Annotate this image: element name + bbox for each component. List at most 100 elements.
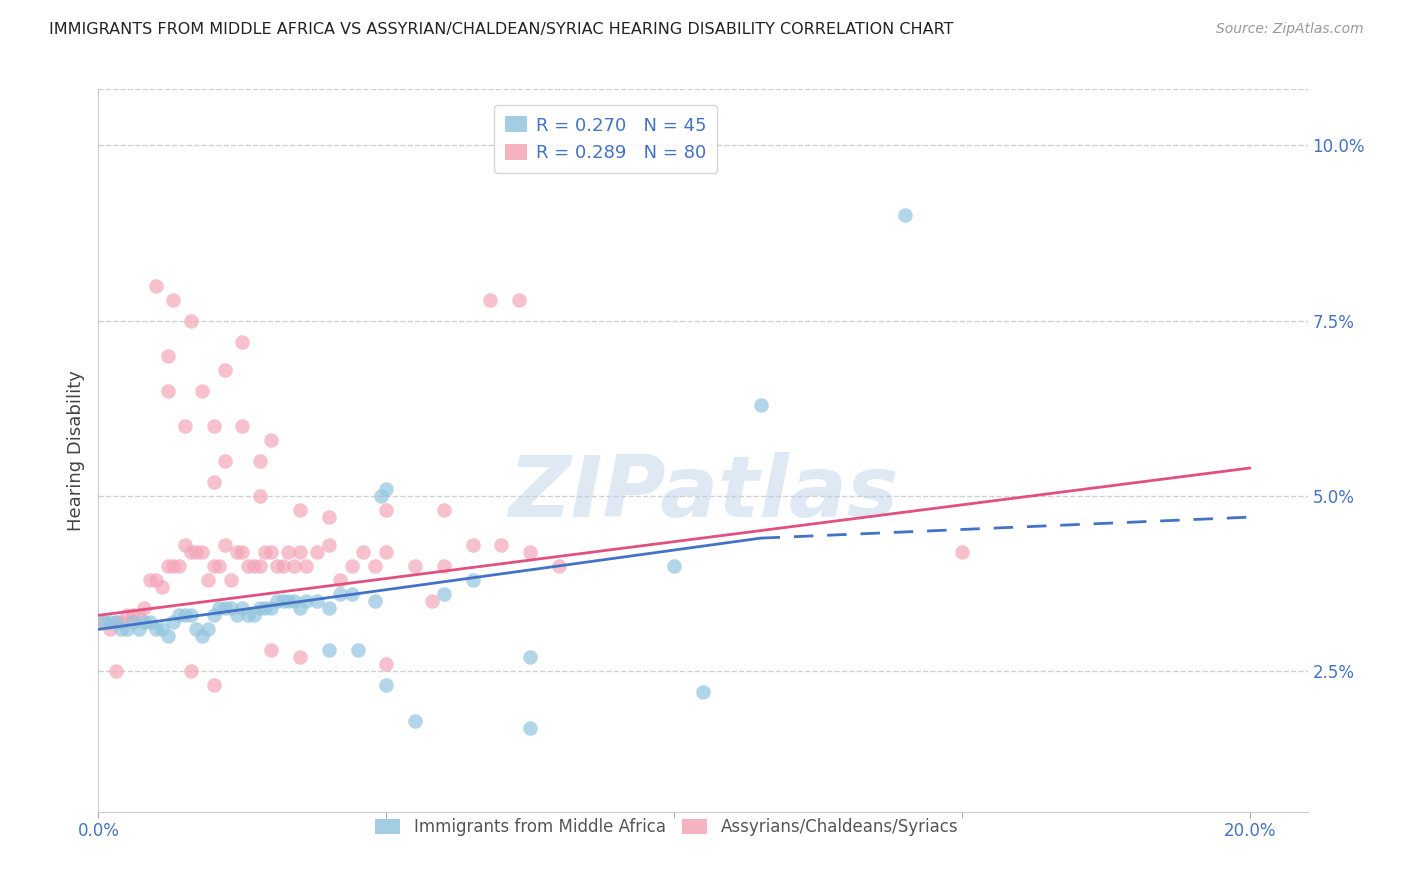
Point (214, 363, 236, 377)
Point (191, 545, 214, 559)
Legend: Immigrants from Middle Africa, Assyrians/Chaldeans/Syriacs: Immigrants from Middle Africa, Assyrians… (368, 812, 965, 843)
Point (307, 545, 329, 559)
Point (110, 623, 132, 637)
Point (277, 545, 299, 559)
Point (260, 433, 283, 447)
Point (249, 601, 271, 615)
Point (375, 482, 398, 496)
Point (145, 623, 167, 637)
Point (110, 615, 132, 630)
Point (98, 615, 121, 630)
Point (173, 608, 195, 623)
Point (288, 503, 311, 517)
Point (134, 615, 156, 630)
Point (433, 559, 456, 574)
Point (115, 608, 138, 623)
Point (202, 608, 225, 623)
Point (104, 615, 127, 630)
Point (352, 545, 374, 559)
Point (340, 587, 363, 601)
Point (219, 573, 242, 587)
Point (173, 538, 195, 552)
Point (186, 545, 208, 559)
Point (93, 615, 115, 630)
Point (134, 601, 156, 615)
Point (375, 657, 398, 672)
Point (191, 384, 214, 398)
Point (277, 594, 299, 608)
Point (404, 559, 426, 574)
Point (950, 545, 973, 559)
Point (283, 559, 305, 574)
Point (145, 573, 167, 587)
Point (139, 615, 162, 630)
Point (288, 650, 311, 665)
Point (364, 594, 387, 608)
Point (162, 615, 184, 630)
Point (271, 594, 294, 608)
Point (508, 293, 530, 307)
Point (491, 538, 513, 552)
Point (128, 623, 150, 637)
Point (329, 573, 352, 587)
Point (180, 665, 202, 679)
Text: ZIPatlas: ZIPatlas (508, 452, 898, 535)
Point (93, 615, 115, 630)
Point (254, 545, 277, 559)
Point (231, 545, 253, 559)
Point (236, 608, 259, 623)
Point (156, 384, 179, 398)
Point (260, 643, 283, 657)
Point (340, 559, 363, 574)
Point (202, 678, 225, 692)
Point (104, 615, 127, 630)
Text: Source: ZipAtlas.com: Source: ZipAtlas.com (1216, 22, 1364, 37)
Point (271, 559, 294, 574)
Point (294, 559, 316, 574)
Point (249, 454, 271, 468)
Point (260, 601, 283, 615)
Point (167, 559, 190, 574)
Point (266, 559, 288, 574)
Point (180, 314, 202, 328)
Point (180, 545, 202, 559)
Point (478, 293, 501, 307)
Point (219, 601, 242, 615)
Point (519, 650, 541, 665)
Point (364, 559, 387, 574)
Point (122, 608, 145, 623)
Text: IMMIGRANTS FROM MIDDLE AFRICA VS ASSYRIAN/CHALDEAN/SYRIAC HEARING DISABILITY COR: IMMIGRANTS FROM MIDDLE AFRICA VS ASSYRIA… (49, 22, 953, 37)
Point (346, 643, 368, 657)
Point (225, 545, 247, 559)
Point (254, 601, 277, 615)
Point (461, 538, 484, 552)
Point (243, 608, 266, 623)
Point (404, 714, 426, 728)
Point (375, 678, 398, 692)
Point (231, 601, 253, 615)
Point (318, 643, 340, 657)
Point (318, 510, 340, 524)
Point (156, 629, 179, 643)
Point (180, 608, 202, 623)
Point (173, 418, 195, 433)
Point (519, 545, 541, 559)
Point (288, 601, 311, 615)
Point (461, 573, 484, 587)
Point (162, 559, 184, 574)
Point (214, 601, 236, 615)
Point (197, 623, 219, 637)
Point (329, 587, 352, 601)
Point (167, 608, 190, 623)
Point (433, 503, 456, 517)
Point (186, 623, 208, 637)
Point (128, 608, 150, 623)
Point (288, 545, 311, 559)
Point (191, 629, 214, 643)
Point (375, 503, 398, 517)
Point (115, 623, 138, 637)
Point (214, 454, 236, 468)
Point (202, 559, 225, 574)
Point (318, 601, 340, 615)
Point (145, 278, 167, 293)
